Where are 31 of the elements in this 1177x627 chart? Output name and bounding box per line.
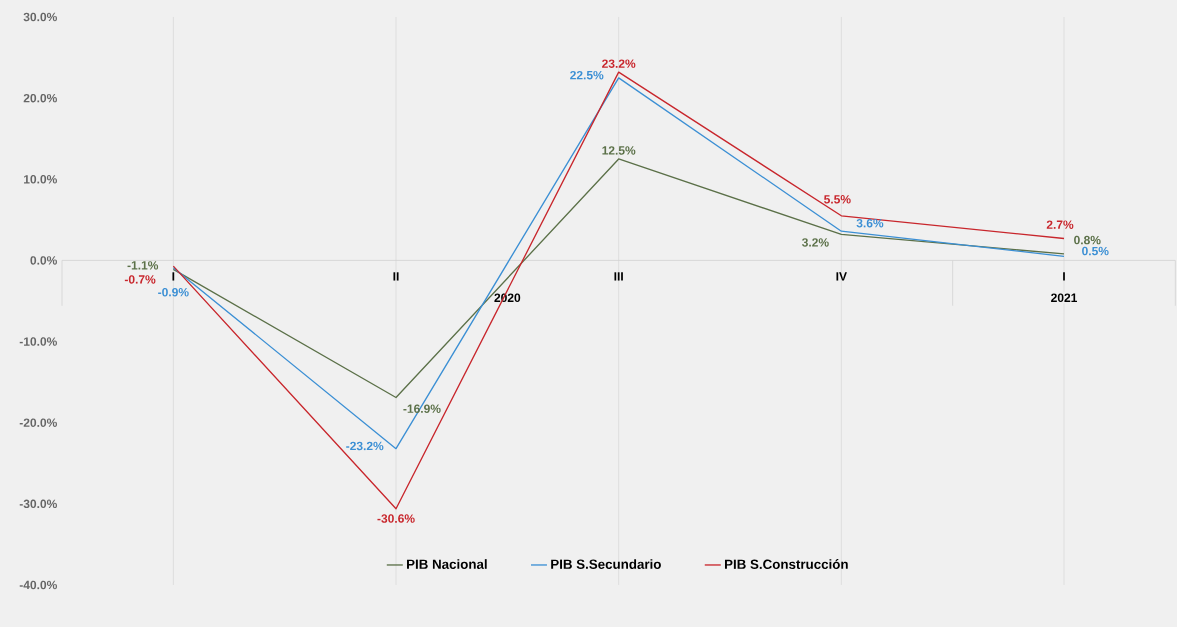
x-tick-label: II [393, 272, 399, 281]
data-label: 2.7% [1046, 220, 1074, 229]
x-tick-label: IV [836, 272, 847, 281]
legend-label: PIB Nacional [407, 559, 487, 569]
data-label: 0.8% [1074, 235, 1101, 245]
y-tick-label: 30.0% [23, 12, 57, 22]
data-label: 23.2% [602, 59, 636, 68]
data-label: 22.5% [570, 70, 604, 80]
data-label: 5.5% [824, 195, 851, 204]
y-tick-label: -20.0% [19, 418, 57, 427]
x-tick-label: III [614, 272, 623, 281]
y-tick-label: -10.0% [19, 337, 57, 346]
x-tick-label: I [1063, 272, 1065, 281]
data-label: -0.9% [158, 287, 189, 297]
data-label: -0.7% [124, 275, 156, 284]
data-label: -23.2% [346, 441, 384, 451]
x-tick-label: I [172, 272, 175, 281]
legend-label: PIB S.Secundario [551, 559, 661, 569]
data-label: -30.6% [377, 514, 415, 523]
annotation: 2021 [1051, 293, 1078, 303]
data-label: 3.2% [801, 238, 829, 247]
y-tick-label: -40.0% [19, 580, 57, 590]
data-label: 0.5% [1082, 246, 1109, 256]
data-label: 3.6% [856, 218, 884, 228]
y-tick-label: 20.0% [23, 93, 57, 103]
y-tick-label: -30.0% [19, 499, 57, 509]
y-tick-label: 0.0% [30, 256, 57, 265]
legend-label: PIB S.Construcción [724, 559, 848, 569]
y-tick-label: 10.0% [24, 175, 57, 184]
data-label: -1.1% [127, 261, 159, 270]
data-label: 12.5% [602, 146, 636, 155]
